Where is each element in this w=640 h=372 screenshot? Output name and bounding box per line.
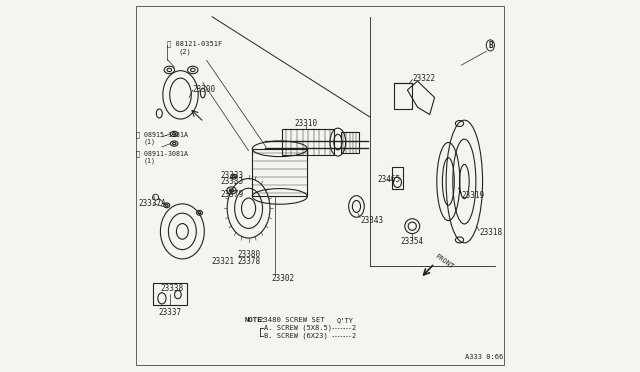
Text: 23465: 23465 xyxy=(378,175,401,184)
Bar xyxy=(252,149,307,196)
Text: 23318: 23318 xyxy=(479,228,502,237)
Text: 23300: 23300 xyxy=(193,85,216,94)
Text: (1): (1) xyxy=(143,139,156,145)
Text: (2): (2) xyxy=(179,48,191,55)
Bar xyxy=(341,132,358,153)
Bar xyxy=(282,129,334,155)
Text: FRONT: FRONT xyxy=(433,253,454,270)
Text: A. SCREW (5X8.5): A. SCREW (5X8.5) xyxy=(264,325,332,331)
Bar xyxy=(154,283,187,305)
Text: A333 0:66: A333 0:66 xyxy=(465,354,503,360)
Text: 23321: 23321 xyxy=(211,257,234,266)
Text: 23380: 23380 xyxy=(237,250,260,259)
Bar xyxy=(392,167,403,189)
Text: 23319: 23319 xyxy=(461,191,484,200)
Text: 23338: 23338 xyxy=(161,284,184,293)
Text: B. SCREW (6X23): B. SCREW (6X23) xyxy=(264,332,328,339)
Text: 23378: 23378 xyxy=(237,257,260,266)
Text: 23337: 23337 xyxy=(159,308,182,317)
Text: B: B xyxy=(488,41,493,50)
Text: 23302: 23302 xyxy=(271,274,295,283)
Text: (1): (1) xyxy=(143,157,156,164)
Text: 23333: 23333 xyxy=(220,177,243,186)
Text: Q'TY: Q'TY xyxy=(337,317,354,323)
Text: 23322: 23322 xyxy=(412,74,435,83)
Text: 2: 2 xyxy=(351,325,356,331)
Text: 23337A: 23337A xyxy=(138,199,166,208)
Text: 23354: 23354 xyxy=(401,237,424,246)
Text: Ⓦ 08915-1381A: Ⓦ 08915-1381A xyxy=(136,131,188,138)
Text: 23480 SCREW SET: 23480 SCREW SET xyxy=(259,317,324,323)
Text: A: A xyxy=(152,195,156,200)
Bar xyxy=(394,83,412,109)
Text: 23379: 23379 xyxy=(220,190,243,199)
Text: 23343: 23343 xyxy=(360,216,383,225)
Text: Ⓝ 08911-3081A: Ⓝ 08911-3081A xyxy=(136,150,188,157)
Text: NOTE:: NOTE: xyxy=(245,317,267,323)
Text: 2: 2 xyxy=(351,333,356,339)
Text: Ⓑ 08121-0351F: Ⓑ 08121-0351F xyxy=(168,41,223,47)
Text: 23310: 23310 xyxy=(294,119,317,128)
Text: 23333: 23333 xyxy=(220,171,243,180)
